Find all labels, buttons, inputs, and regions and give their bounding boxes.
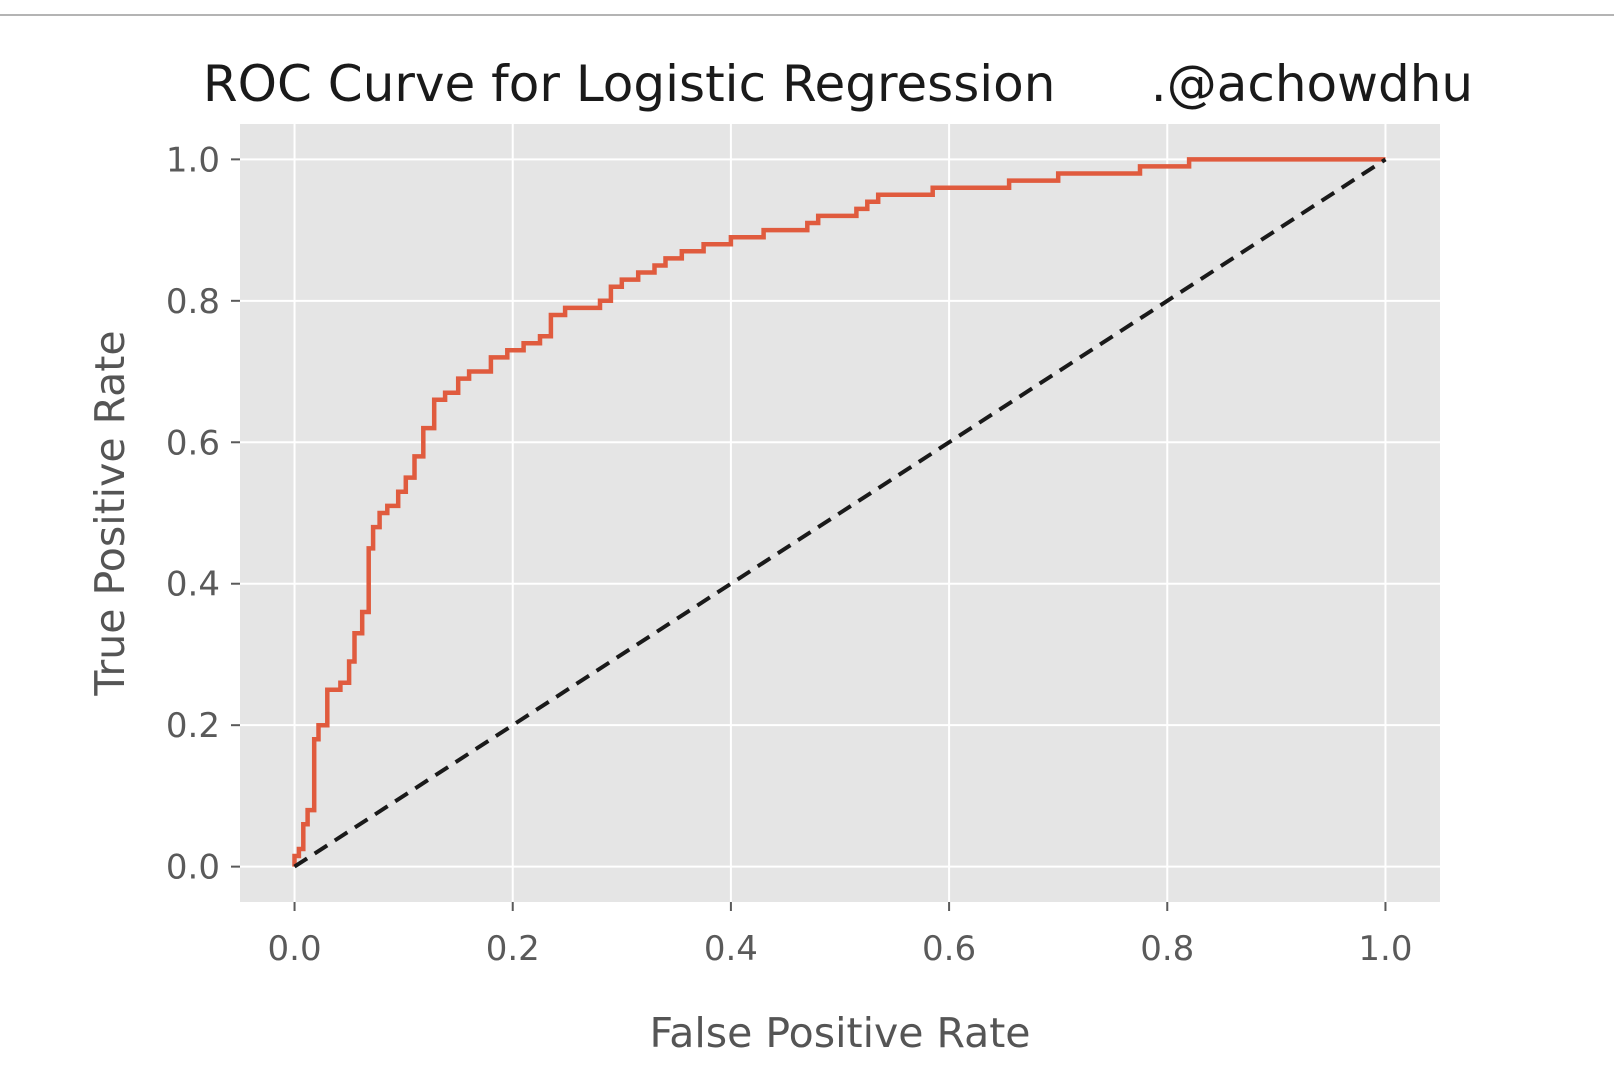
y-tick-label: 0.8 — [166, 282, 220, 322]
baseline-dashed-line — [293, 157, 1387, 869]
y-tick-label: 1.0 — [166, 140, 220, 180]
y-tick-label: 0.6 — [166, 423, 220, 463]
series-lines — [292, 157, 1387, 869]
x-tick-label: 0.6 — [922, 929, 976, 969]
x-tick-label: 0.0 — [268, 929, 322, 969]
y-tick-label: 0.0 — [166, 848, 220, 888]
x-axis-label: False Positive Rate — [649, 1009, 1030, 1057]
x-tick-label: 1.0 — [1358, 929, 1412, 969]
x-tick-label: 0.4 — [704, 929, 758, 969]
y-tick-label: 0.4 — [166, 565, 220, 605]
axis-ticks: 0.0 0.2 0.4 0.6 0.8 1.0 0.0 0.2 0.4 0.6 0.8 1.0 — [166, 140, 1413, 969]
x-tick-label: 0.2 — [486, 929, 540, 969]
x-tick-label: 0.8 — [1140, 929, 1194, 969]
grid — [240, 124, 1440, 902]
roc-curve-line — [292, 157, 1386, 867]
top-divider — [0, 14, 1614, 16]
chart-title: ROC Curve for Logistic Regression .@acho… — [203, 55, 1473, 113]
y-axis-label: True Positive Rate — [86, 330, 134, 696]
y-tick-label: 0.2 — [166, 706, 220, 746]
